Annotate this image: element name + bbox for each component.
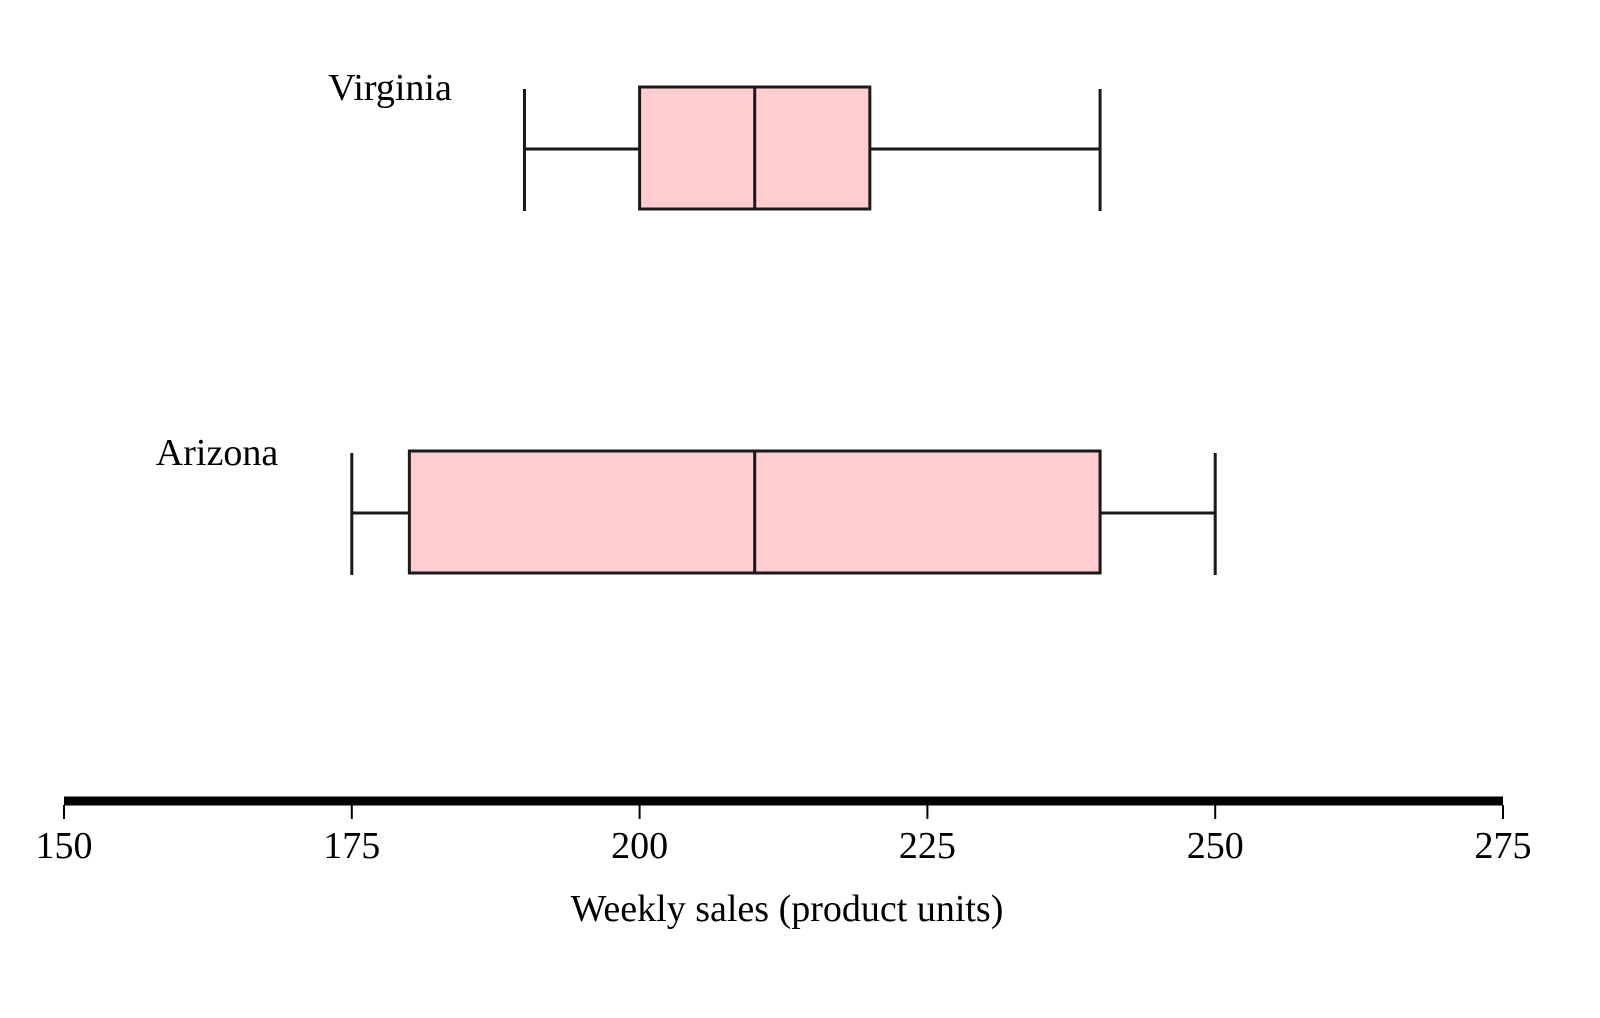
box-virginia: Virginia — [328, 67, 1102, 211]
box-plots: Virginia Arizona — [156, 67, 1217, 575]
tick-label: 225 — [899, 825, 956, 867]
tick-label: 150 — [36, 825, 93, 867]
series-label: Arizona — [156, 432, 279, 474]
x-axis-label: Weekly sales (product units) — [571, 888, 1004, 930]
box-arizona: Arizona — [156, 432, 1217, 575]
series-label: Virginia — [328, 67, 452, 109]
x-axis: 150 175 200 225 250 275 — [36, 796, 1532, 867]
tick-label: 275 — [1475, 825, 1532, 867]
tick-label: 200 — [611, 825, 668, 867]
tick-label: 250 — [1187, 825, 1244, 867]
tick-label: 175 — [323, 825, 380, 867]
